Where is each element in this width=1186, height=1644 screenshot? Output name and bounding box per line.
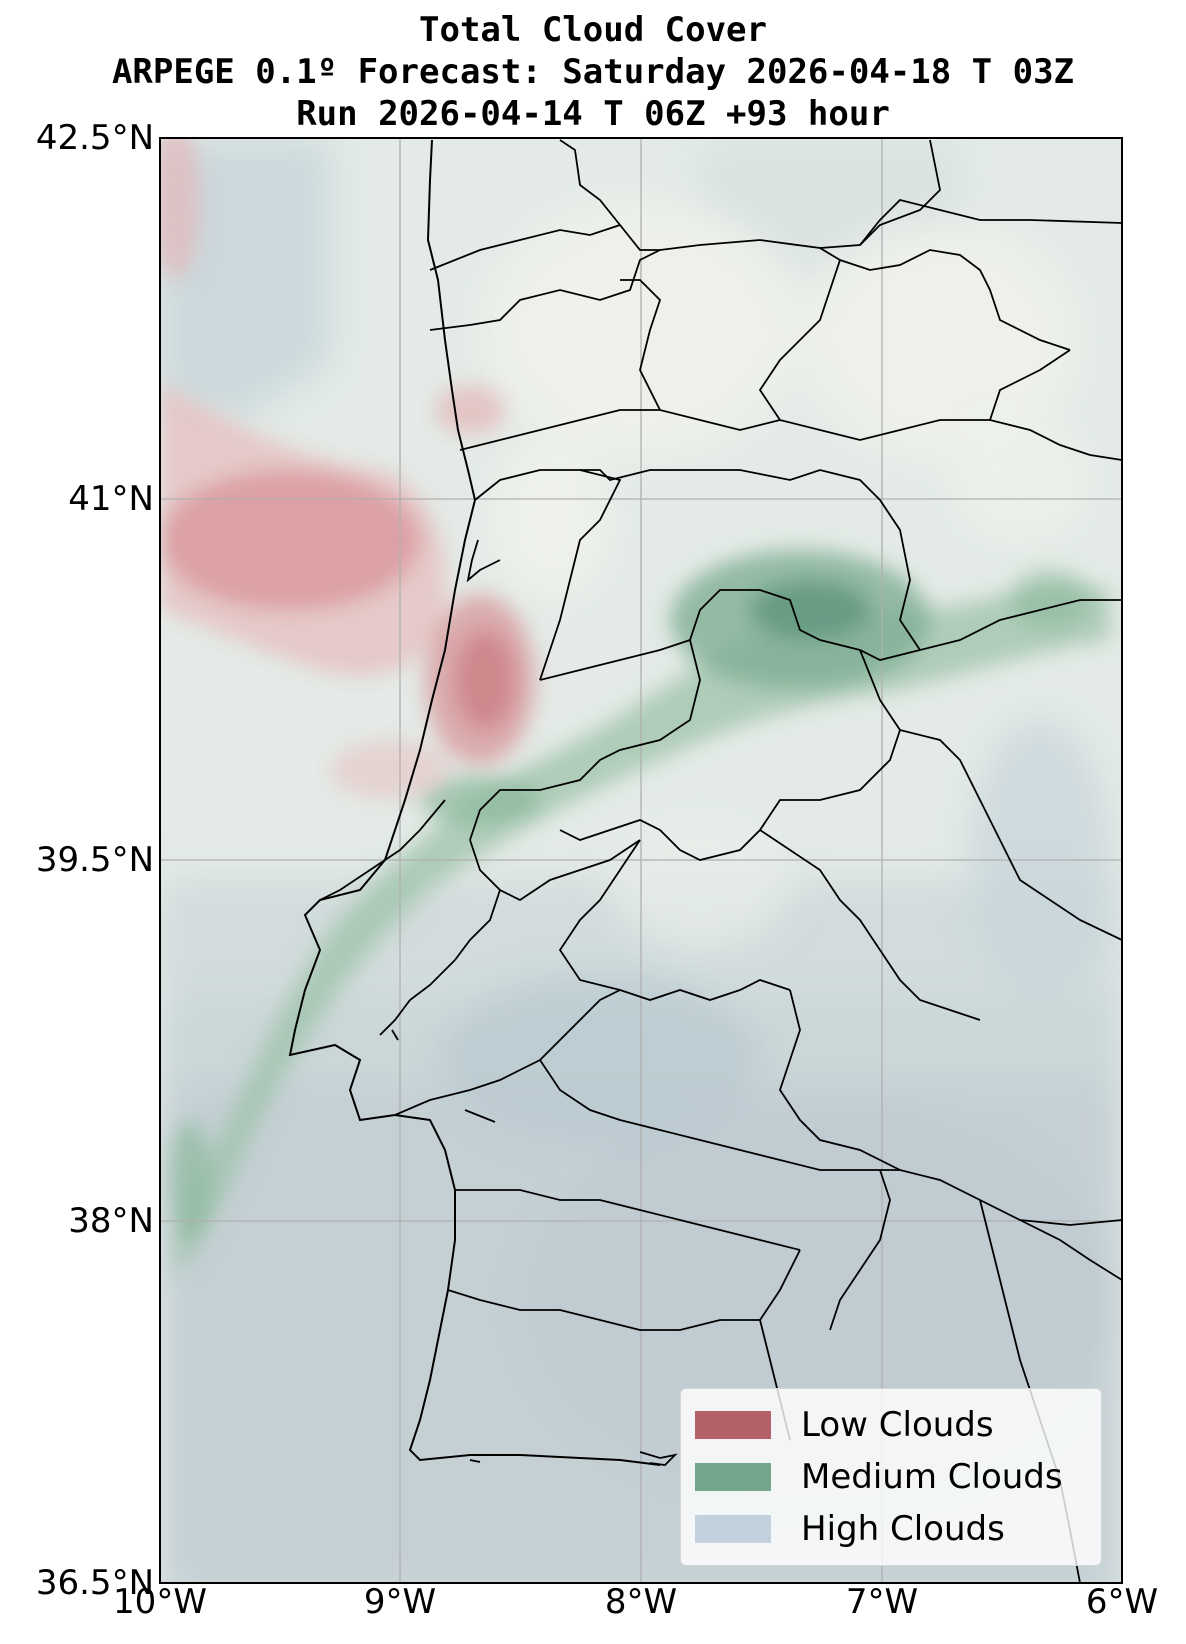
medium-cloud-field xyxy=(170,550,1110,1280)
x-tick-7w: 7°W xyxy=(845,1582,919,1622)
medium-clouds-swatch xyxy=(695,1463,771,1491)
run-subtitle: Run 2026-04-14 T 06Z +93 hour xyxy=(296,94,890,134)
x-tick-6w: 6°W xyxy=(1085,1582,1159,1622)
legend: Low Clouds Medium Clouds High Clouds xyxy=(680,1388,1102,1566)
legend-item-high-clouds: High Clouds xyxy=(695,1509,1005,1549)
y-tick-41n: 41°N xyxy=(68,479,154,519)
low-clouds-swatch xyxy=(695,1411,771,1439)
clear-field xyxy=(480,200,1090,950)
coastline xyxy=(288,139,661,1466)
district-borders xyxy=(319,139,1122,1583)
x-tick-9w: 9°W xyxy=(363,1582,437,1622)
forecast-subtitle: ARPEGE 0.1º Forecast: Saturday 2026-04-1… xyxy=(111,52,1075,92)
map-title: Total Cloud Cover xyxy=(419,10,767,50)
low-cloud-field xyxy=(160,138,535,800)
ria-aveiro xyxy=(466,539,501,583)
y-tick-42-5n: 42.5°N xyxy=(35,118,154,158)
y-tick-38n: 38°N xyxy=(68,1201,154,1241)
y-tick-36-5n: 36.5°N xyxy=(35,1563,154,1603)
y-tick-39-5n: 39.5°N xyxy=(35,840,154,880)
estuary xyxy=(379,959,678,1466)
legend-item-low-clouds: Low Clouds xyxy=(695,1405,994,1445)
map-frame xyxy=(159,137,1123,1584)
x-tick-10w: 10°W xyxy=(113,1582,207,1622)
legend-label: High Clouds xyxy=(801,1509,1005,1549)
legend-item-medium-clouds: Medium Clouds xyxy=(695,1457,1063,1497)
high-clouds-swatch xyxy=(695,1515,771,1543)
legend-label: Low Clouds xyxy=(801,1405,994,1445)
legend-label: Medium Clouds xyxy=(801,1457,1063,1497)
x-tick-8w: 8°W xyxy=(604,1582,678,1622)
gridlines xyxy=(160,138,1122,1583)
